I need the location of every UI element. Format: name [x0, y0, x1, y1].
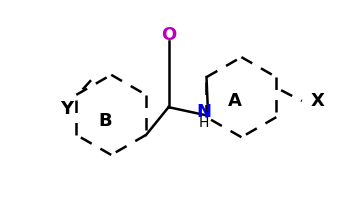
- Text: N: N: [197, 103, 212, 121]
- Text: B: B: [98, 112, 112, 130]
- Text: H: H: [199, 116, 209, 130]
- Text: O: O: [161, 26, 176, 44]
- Text: Y: Y: [60, 100, 73, 118]
- Text: A: A: [228, 92, 242, 110]
- Text: X: X: [311, 92, 325, 110]
